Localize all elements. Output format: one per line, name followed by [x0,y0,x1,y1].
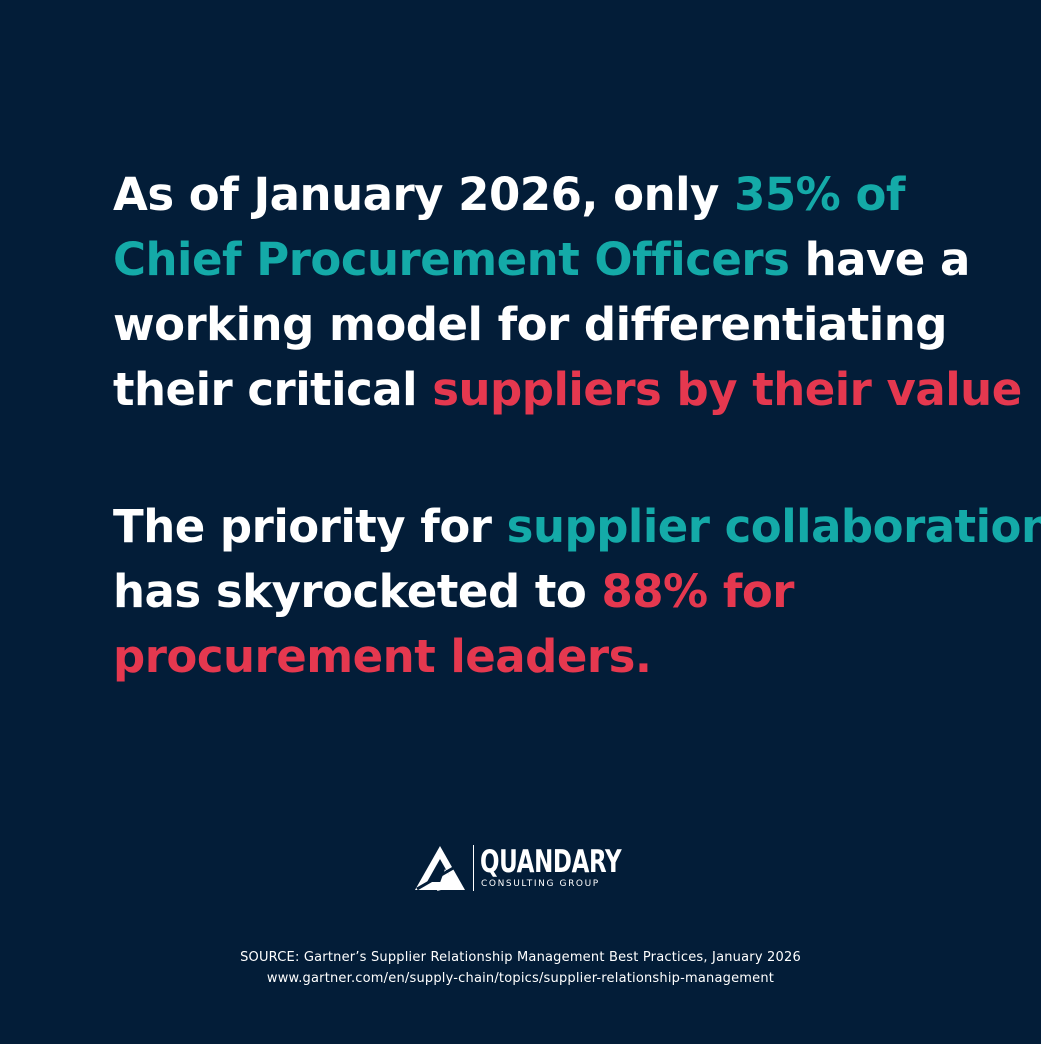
statement-line: As of January 2026, only 35% of [113,162,993,227]
statistic-supplier-collaboration: The priority for supplier collaboration h… [113,494,1041,689]
logo-divider [473,845,474,891]
statement-line: Chief Procurement Officers have a [113,227,993,292]
statement-text-red: procurement leaders. [113,630,652,683]
statement-text-white: have a [789,233,971,286]
quandary-logo: QUANDARY CONSULTING GROUP [415,844,671,892]
statement-text-teal: supplier collaboration [506,500,1041,553]
logo-subtitle: CONSULTING GROUP [481,879,600,889]
source-url: www.gartner.com/en/supply-chain/topics/s… [266,971,775,986]
statement-text-teal: 35% of [734,168,905,221]
logo-name: QUANDARY [480,844,622,880]
statement-text-white: working model for differentiating [113,298,947,351]
statement-text-white: their critical [113,363,433,416]
statement-line: their critical suppliers by their value [113,357,1022,422]
statement-text-white: As of January 2026, only [113,168,735,221]
statement-line: has skyrocketed to 88% for [113,559,993,624]
statement-text-teal: Chief Procurement Officers [113,233,790,286]
statement-text-red: suppliers by their value [432,363,1022,416]
logo-wordmark: QUANDARY CONSULTING GROUP [480,846,671,890]
source-citation: SOURCE: Gartner’s Supplier Relationship … [240,950,801,965]
statement-line: working model for differentiating [113,292,993,357]
statement-line: The priority for supplier collaboration [113,494,1041,559]
statement-text-white: The priority for [113,500,507,553]
quandary-logo-mark-icon [415,846,465,891]
statement-text-white: has skyrocketed to [113,565,602,618]
statement-text-red: 88% for [601,565,794,618]
statement-line: procurement leaders. [113,624,993,689]
statistic-cpo-working-model: As of January 2026, only 35% of Chief Pro… [113,162,1022,422]
